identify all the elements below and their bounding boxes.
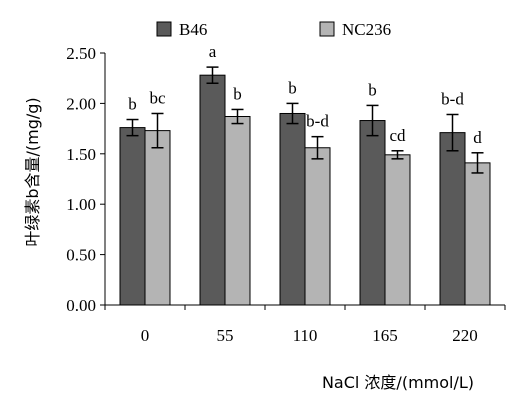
axes-layer: 0.00 0.50 1.00 1.50 2.00 2.50 0 55 110 165 220: [66, 44, 506, 345]
y-tick-label: 0.00: [66, 296, 96, 315]
y-tick-label: 1.50: [66, 145, 96, 164]
y-tick-label: 1.00: [66, 195, 96, 214]
significance-label-nc236-110: b-d: [306, 112, 329, 131]
y-tick-label: 0.50: [66, 246, 96, 265]
significance-label-b46-220: b-d: [441, 89, 464, 108]
bar-nc236-110: [304, 147, 331, 306]
significance-label-nc236-55: b: [233, 84, 242, 103]
x-tick-label: 55: [217, 326, 234, 345]
legend-swatch-nc236: [319, 21, 335, 37]
significance-label-b46-110: b: [288, 78, 297, 97]
bar-nc236-220: [464, 162, 491, 306]
significance-label-b46-55: a: [209, 42, 217, 61]
bar-b46-0: [119, 127, 146, 306]
bars-layer: bab b b-dbc bb-dcd d: [119, 42, 491, 306]
bar-b46-55: [199, 74, 226, 306]
x-axis-title: NaCl 浓度/(mmol/L): [322, 373, 474, 392]
significance-label-b46-0: b: [128, 95, 137, 114]
significance-label-nc236-0: bc: [149, 88, 166, 107]
bar-b46-165: [359, 120, 386, 306]
bar-b46-110: [279, 112, 306, 306]
legend-swatch-b46: [156, 21, 172, 37]
bar-nc236-165: [384, 154, 411, 306]
significance-label-nc236-220: d: [473, 128, 482, 147]
legend-label-b46: B46: [179, 20, 207, 39]
x-tick-label: 110: [293, 326, 318, 345]
significance-label-b46-165: b: [368, 80, 377, 99]
legend: B46 NC236: [156, 20, 391, 39]
y-tick-label: 2.00: [66, 94, 96, 113]
bar-nc236-55: [224, 116, 251, 306]
bar-b46-220: [439, 132, 466, 306]
bar-nc236-0: [144, 130, 171, 306]
x-tick-label: 220: [452, 326, 478, 345]
y-tick-label: 2.50: [66, 44, 96, 63]
y-axis-title: 叶绿素b含量/(mg/g): [23, 97, 42, 246]
x-tick-label: 0: [141, 326, 150, 345]
x-tick-label: 165: [372, 326, 398, 345]
legend-label-nc236: NC236: [342, 20, 391, 39]
significance-label-nc236-165: cd: [389, 126, 406, 145]
